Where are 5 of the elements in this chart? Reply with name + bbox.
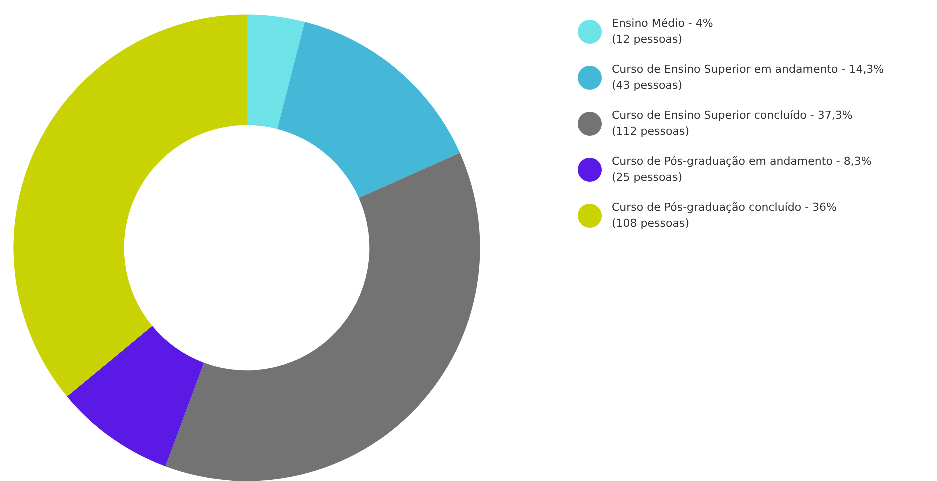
legend-label: Curso de Ensino Superior concluído - 37,3% (112 pessoas) [612, 108, 853, 140]
legend-label: Curso de Pós-graduação concluído - 36% (108 pessoas) [612, 200, 838, 232]
legend-label: Curso de Pós-graduação em andamento - 8,3% (25 pessoas) [612, 154, 872, 186]
legend-label: Curso de Ensino Superior em andamento - 14,3% (43 pessoas) [612, 62, 884, 94]
legend-label: Ensino Médio - 4% (12 pessoas) [612, 16, 714, 48]
